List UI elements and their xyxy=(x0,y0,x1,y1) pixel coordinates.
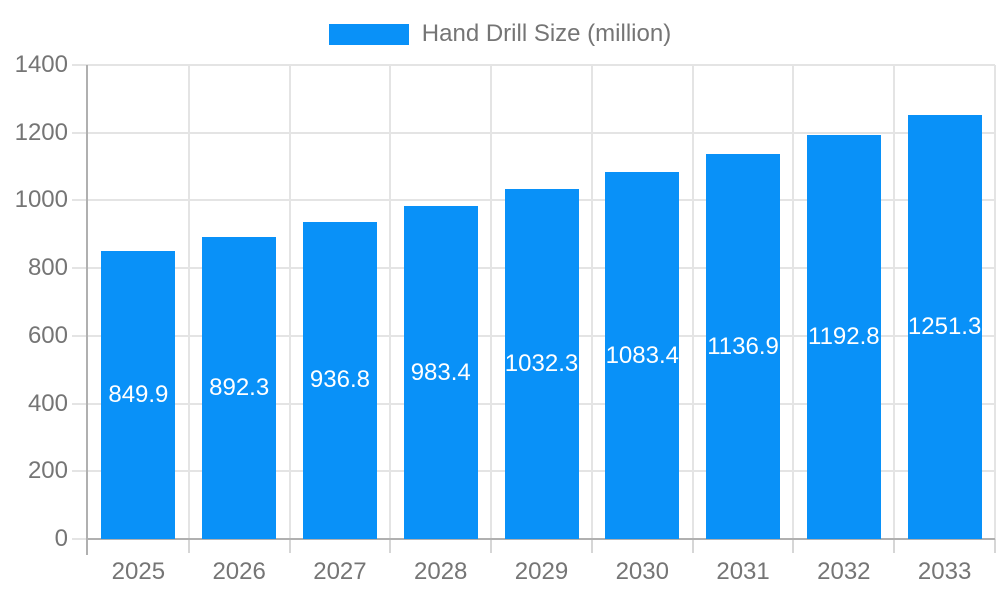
x-tick-label: 2026 xyxy=(212,558,266,585)
bar-value-label: 983.4 xyxy=(410,358,471,386)
y-tick-label: 400 xyxy=(27,389,68,417)
x-axis-line xyxy=(86,538,995,540)
v-gridline xyxy=(288,65,291,539)
v-gridline xyxy=(389,65,392,539)
bar-value-label: 1136.9 xyxy=(707,332,779,360)
bar[interactable]: 1136.9 xyxy=(706,154,781,539)
y-tick-label: 600 xyxy=(27,321,68,349)
x-axis-tick xyxy=(792,539,795,553)
bar-value-label: 892.3 xyxy=(209,373,270,401)
x-tick-label: 2027 xyxy=(313,558,367,585)
bar[interactable]: 1251.3 xyxy=(907,115,982,539)
legend-swatch xyxy=(328,23,409,45)
x-axis-tick xyxy=(490,539,493,553)
y-tick-label: 0 xyxy=(54,525,68,552)
legend[interactable]: Hand Drill Size (million) xyxy=(0,20,1000,48)
legend-series-label: Hand Drill Size (million) xyxy=(421,20,672,47)
bar[interactable]: 936.8 xyxy=(302,221,377,539)
x-tick-label: 2028 xyxy=(414,558,468,585)
x-axis-tick xyxy=(187,539,190,553)
bar[interactable]: 892.3 xyxy=(202,236,277,539)
x-tick-label: 2031 xyxy=(716,558,770,585)
bar-value-label: 936.8 xyxy=(309,366,370,394)
bar[interactable]: 1032.3 xyxy=(504,189,579,539)
bar-value-label: 849.9 xyxy=(108,381,169,409)
x-axis-tick xyxy=(590,539,593,553)
x-tick-label: 2033 xyxy=(917,558,972,585)
h-gridline xyxy=(72,64,995,66)
bar-value-label: 1083.4 xyxy=(605,341,679,369)
x-tick-label: 2029 xyxy=(514,558,569,585)
x-axis-tick xyxy=(893,539,896,553)
x-tick-label: 2032 xyxy=(817,558,871,585)
v-gridline xyxy=(792,65,795,539)
x-axis-tick xyxy=(994,539,996,553)
x-tick-label: 2030 xyxy=(615,558,669,585)
y-tick-label: 200 xyxy=(27,457,68,485)
bar-value-label: 1251.3 xyxy=(907,313,982,341)
v-gridline xyxy=(490,65,493,539)
x-axis-tick xyxy=(691,539,694,553)
v-gridline xyxy=(691,65,694,539)
v-gridline xyxy=(187,65,190,539)
bar[interactable]: 1083.4 xyxy=(605,172,680,539)
y-tick-label: 1000 xyxy=(14,186,68,214)
v-gridline xyxy=(994,65,996,539)
bar-value-label: 1032.3 xyxy=(504,350,579,378)
y-axis-line xyxy=(86,65,88,555)
y-tick-label: 1400 xyxy=(14,51,68,78)
h-gridline xyxy=(72,131,995,134)
y-tick-label: 800 xyxy=(27,254,68,282)
v-gridline xyxy=(893,65,896,539)
x-axis-tick xyxy=(389,539,392,553)
v-gridline xyxy=(590,65,593,539)
bar[interactable]: 849.9 xyxy=(101,251,176,539)
x-tick-label: 2025 xyxy=(111,558,166,585)
bar[interactable]: 1192.8 xyxy=(806,135,881,539)
bar[interactable]: 983.4 xyxy=(403,206,478,539)
y-tick-label: 1200 xyxy=(14,118,68,146)
bar-value-label: 1192.8 xyxy=(808,323,880,351)
x-axis-tick xyxy=(288,539,291,553)
